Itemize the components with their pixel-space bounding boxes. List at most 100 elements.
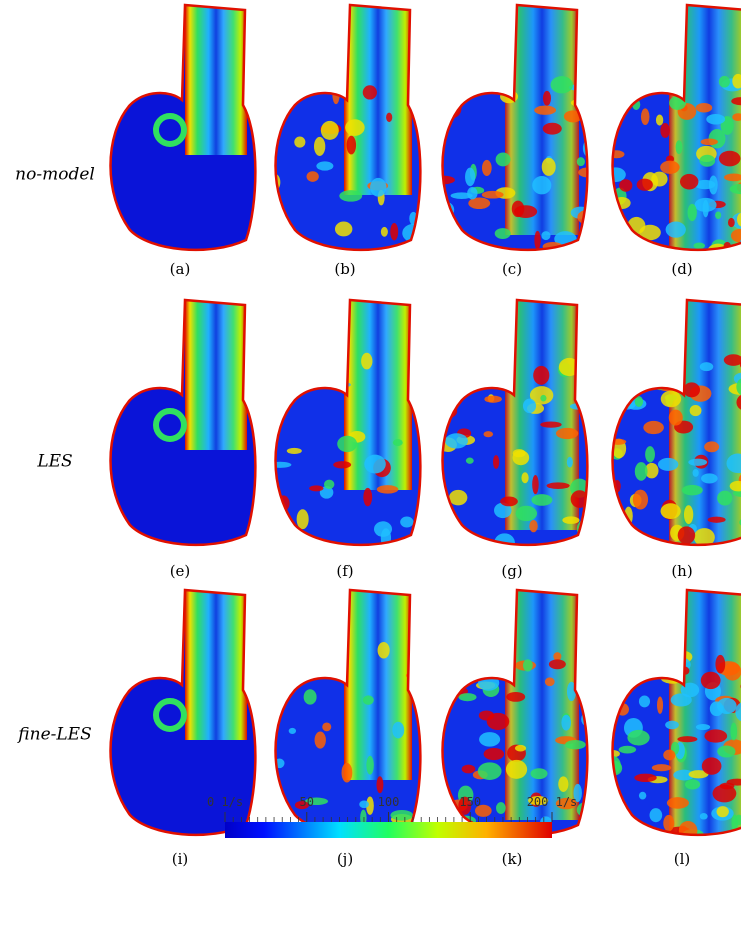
flow-blob: [543, 91, 551, 106]
flow-blob: [671, 693, 692, 706]
flow-blob: [339, 190, 362, 202]
flow-blob: [393, 439, 403, 446]
flow-blob: [562, 516, 579, 524]
flow-blob: [717, 491, 732, 506]
flow-blob: [696, 724, 710, 730]
flow-blob: [700, 813, 708, 820]
flow-blob: [720, 783, 735, 790]
flow-blob: [558, 776, 568, 792]
flow-blob: [704, 441, 719, 452]
flow-blob: [619, 746, 636, 754]
flow-blob: [366, 756, 373, 775]
flow-blob: [613, 197, 631, 209]
flow-blob: [359, 801, 369, 809]
flow-blob: [611, 387, 627, 403]
flow-blob: [337, 436, 357, 452]
flow-blob: [728, 218, 735, 227]
flow-blob: [609, 56, 630, 74]
flow-blob: [456, 379, 469, 386]
panel-label: (b): [334, 260, 355, 278]
flow-blob: [529, 520, 537, 532]
flow-blob: [661, 503, 681, 519]
flow-blob: [532, 475, 539, 494]
flow-blob: [639, 696, 650, 708]
flow-blob: [269, 462, 292, 468]
flow-blob: [549, 659, 566, 669]
flow-blob: [556, 428, 578, 439]
flow-blob: [314, 137, 325, 156]
flow-blob: [663, 750, 675, 761]
flow-blob: [576, 59, 584, 71]
flow-blob: [512, 201, 525, 218]
flow-blob: [493, 455, 499, 469]
panel-label: (h): [671, 562, 692, 580]
flow-blob: [683, 382, 700, 397]
flow-blob: [324, 480, 334, 489]
flow-blob: [494, 356, 507, 368]
flow-blob: [331, 370, 342, 381]
row-label: no-model: [15, 165, 95, 185]
flow-blob: [560, 245, 583, 262]
flow-blob: [361, 353, 372, 370]
flow-blob: [730, 723, 737, 741]
jet-stream: [185, 5, 247, 155]
flow-blob: [543, 123, 562, 135]
panel-label: (i): [172, 850, 189, 868]
flow-blob: [496, 802, 506, 814]
flow-blob: [669, 410, 683, 426]
flow-blob: [679, 821, 698, 840]
flow-blob: [545, 677, 555, 686]
flow-blob: [363, 695, 374, 704]
flow-blob: [281, 367, 296, 375]
flow-blob: [607, 678, 620, 691]
flow-blob: [684, 505, 693, 524]
flow-blob: [479, 732, 500, 747]
flow-blob: [685, 779, 700, 789]
row-label: fine-LES: [16, 725, 91, 745]
flow-blob: [677, 736, 697, 742]
colorbar: [225, 822, 552, 838]
flow-blob: [717, 746, 735, 758]
flow-blob: [708, 517, 726, 523]
flow-blob: [696, 103, 712, 113]
flow-blob: [443, 372, 451, 378]
flow-blob: [609, 246, 619, 261]
flow-blob: [567, 457, 573, 468]
flow-blob: [585, 707, 594, 720]
flow-blob: [660, 161, 680, 174]
flow-blob: [610, 439, 627, 445]
flow-blob: [534, 106, 556, 115]
flow-blob: [523, 399, 536, 414]
flow-blob: [580, 382, 595, 397]
flow-blob: [418, 794, 427, 814]
jet-stream: [344, 590, 412, 780]
flow-blob: [551, 76, 573, 93]
flow-blob: [577, 157, 585, 166]
flow-blob: [577, 210, 595, 224]
flow-blob: [657, 696, 663, 713]
flow-blob: [482, 160, 492, 176]
panel-label: (k): [502, 850, 523, 868]
flow-blob: [534, 231, 540, 250]
flow-blob: [381, 227, 388, 237]
flow-blob: [484, 396, 501, 403]
flow-blob: [465, 168, 475, 187]
flow-blob: [645, 446, 655, 462]
flow-blob: [641, 108, 650, 125]
flow-blob: [719, 76, 730, 88]
flow-blob: [532, 176, 551, 194]
flow-blob: [612, 220, 620, 229]
flow-blob: [619, 179, 632, 191]
flow-blob: [333, 461, 351, 468]
flow-blob: [462, 72, 473, 87]
flow-blob: [639, 792, 646, 800]
flow-blob: [467, 187, 477, 199]
flow-blob: [682, 485, 703, 495]
flow-blob: [715, 655, 725, 674]
flow-blob: [704, 729, 727, 742]
flow-blob: [706, 114, 725, 125]
flow-blob: [512, 450, 529, 465]
flow-blob: [719, 151, 741, 167]
flow-blob: [322, 722, 331, 731]
flow-blob: [643, 421, 664, 434]
